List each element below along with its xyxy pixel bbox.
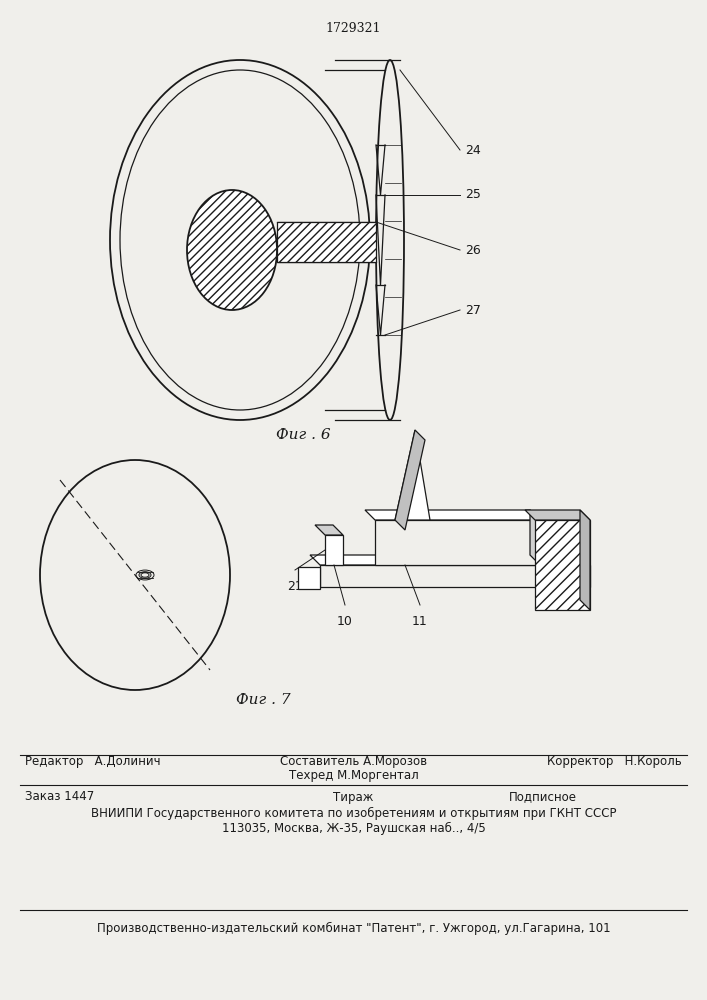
Text: 21: 21 <box>287 580 303 593</box>
Polygon shape <box>580 510 590 610</box>
Text: Фиг . 6: Фиг . 6 <box>276 428 331 442</box>
Polygon shape <box>580 555 590 587</box>
Polygon shape <box>365 510 540 520</box>
Text: 25: 25 <box>465 188 481 202</box>
Text: 24: 24 <box>465 143 481 156</box>
Ellipse shape <box>120 70 360 410</box>
Text: 26: 26 <box>465 243 481 256</box>
Polygon shape <box>395 430 430 520</box>
Text: Заказ 1447: Заказ 1447 <box>25 790 94 804</box>
Text: 27: 27 <box>465 304 481 316</box>
Text: Производственно-издательский комбинат "Патент", г. Ужгород, ул.Гагарина, 101: Производственно-издательский комбинат "П… <box>97 921 610 935</box>
Bar <box>535 520 590 610</box>
Bar <box>320 565 590 587</box>
Text: Техред М.Моргентал: Техред М.Моргентал <box>288 768 419 782</box>
Text: 113035, Москва, Ж-35, Раушская наб.., 4/5: 113035, Москва, Ж-35, Раушская наб.., 4/… <box>221 821 486 835</box>
Text: 10: 10 <box>337 615 353 628</box>
Bar <box>298 567 320 589</box>
Bar <box>277 222 376 262</box>
Polygon shape <box>525 510 590 520</box>
Text: Тираж: Тираж <box>333 790 374 804</box>
Polygon shape <box>310 555 590 565</box>
Bar <box>325 535 343 565</box>
Ellipse shape <box>187 190 277 310</box>
Text: Фиг . 7: Фиг . 7 <box>236 693 291 707</box>
Text: Корректор   Н.Король: Корректор Н.Король <box>547 756 682 768</box>
Text: 1729321: 1729321 <box>326 21 381 34</box>
Polygon shape <box>395 430 425 530</box>
Polygon shape <box>530 510 540 565</box>
Text: Редактор   А.Долинич: Редактор А.Долинич <box>25 756 160 768</box>
Bar <box>375 520 540 565</box>
Text: Подписное: Подписное <box>509 790 577 804</box>
Text: ВНИИПИ Государственного комитета по изобретениям и открытиям при ГКНТ СССР: ВНИИПИ Государственного комитета по изоб… <box>90 806 617 820</box>
Ellipse shape <box>376 60 404 420</box>
Text: 11: 11 <box>412 615 428 628</box>
Polygon shape <box>315 525 343 535</box>
Text: Составитель А.Морозов: Составитель А.Морозов <box>280 754 427 768</box>
